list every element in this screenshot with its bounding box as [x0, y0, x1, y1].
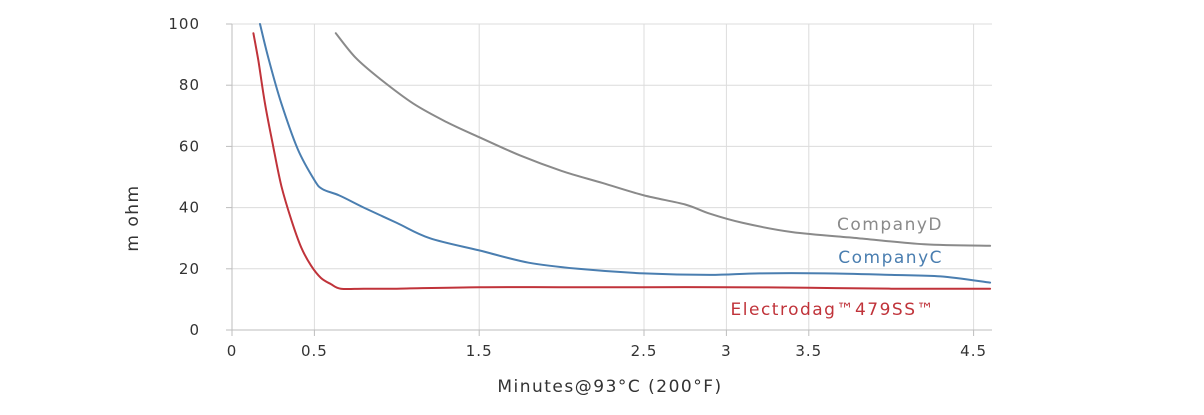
series-label-companyd: CompanyD — [837, 215, 943, 235]
x-tick-label: 3 — [721, 342, 732, 360]
grid — [232, 23, 992, 330]
y-tick-label: 20 — [179, 260, 200, 278]
series-line-electrodag — [252, 32, 992, 291]
x-tick-label: 0.5 — [301, 342, 328, 360]
x-axis-title: Minutes@93°C (200°F) — [497, 377, 722, 397]
y-tick-label: 0 — [189, 321, 200, 339]
x-tick-label: 0 — [227, 342, 238, 360]
y-tick-label: 100 — [168, 15, 200, 33]
y-tick-label: 60 — [179, 137, 200, 155]
series-label-companyc: CompanyC — [838, 248, 943, 268]
x-tick-label: 1.5 — [466, 342, 493, 360]
x-tick-labels: 0 0.5 1.5 2.5 3 3.5 4.5 — [227, 342, 987, 360]
x-tick-label: 4.5 — [960, 342, 987, 360]
series-labels: CompanyD CompanyC Electrodag™479SS™ — [731, 215, 943, 320]
axes — [226, 23, 992, 336]
y-tick-label: 40 — [179, 199, 200, 217]
series-lines — [252, 23, 992, 291]
y-tick-label: 80 — [179, 76, 200, 94]
x-tick-label: 2.5 — [631, 342, 658, 360]
y-tick-labels: 0 20 40 60 80 100 — [168, 15, 200, 339]
series-line-companyc — [259, 23, 992, 284]
series-label-electrodag: Electrodag™479SS™ — [731, 300, 935, 320]
y-axis-title: m ohm — [123, 184, 143, 251]
series-line-companyd — [334, 32, 992, 247]
x-tick-label: 3.5 — [795, 342, 822, 360]
